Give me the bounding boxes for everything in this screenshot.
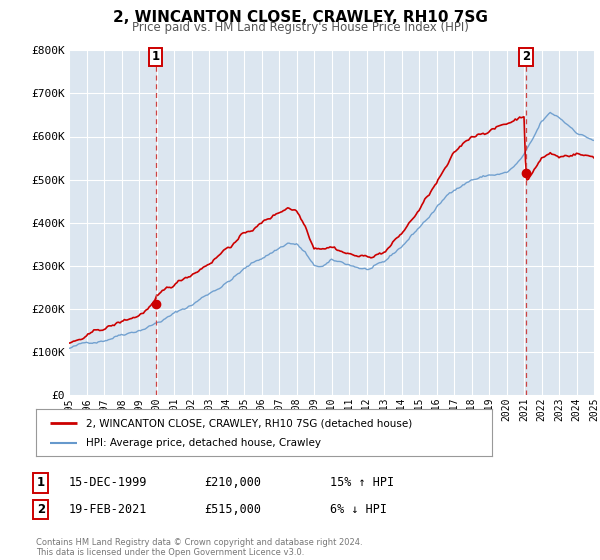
Text: Contains HM Land Registry data © Crown copyright and database right 2024.
This d: Contains HM Land Registry data © Crown c… <box>36 538 362 557</box>
Text: 2: 2 <box>37 503 45 516</box>
Text: 15% ↑ HPI: 15% ↑ HPI <box>330 476 394 489</box>
Text: 1: 1 <box>152 50 160 63</box>
Text: 19-FEB-2021: 19-FEB-2021 <box>69 503 148 516</box>
Text: Price paid vs. HM Land Registry's House Price Index (HPI): Price paid vs. HM Land Registry's House … <box>131 21 469 34</box>
Text: 2, WINCANTON CLOSE, CRAWLEY, RH10 7SG: 2, WINCANTON CLOSE, CRAWLEY, RH10 7SG <box>113 10 487 25</box>
Text: 1: 1 <box>37 476 45 489</box>
Text: £210,000: £210,000 <box>204 476 261 489</box>
Text: 2, WINCANTON CLOSE, CRAWLEY, RH10 7SG (detached house): 2, WINCANTON CLOSE, CRAWLEY, RH10 7SG (d… <box>86 418 412 428</box>
Text: 2: 2 <box>522 50 530 63</box>
Text: 6% ↓ HPI: 6% ↓ HPI <box>330 503 387 516</box>
Text: £515,000: £515,000 <box>204 503 261 516</box>
Text: 15-DEC-1999: 15-DEC-1999 <box>69 476 148 489</box>
Text: HPI: Average price, detached house, Crawley: HPI: Average price, detached house, Craw… <box>86 438 321 448</box>
